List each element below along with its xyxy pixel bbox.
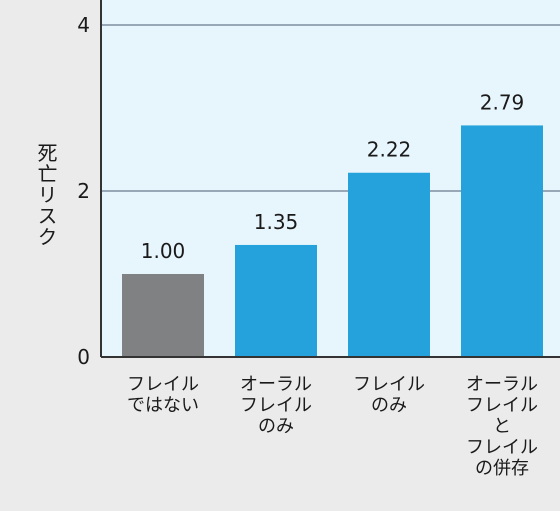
x-category-label: フレイルのみ — [353, 374, 425, 416]
x-category-label-line: のみ — [371, 395, 407, 416]
bar — [461, 125, 543, 358]
y-tick-label: 0 — [77, 345, 90, 369]
x-category-label-line: フレイル — [127, 374, 199, 395]
bar-value-label: 1.35 — [254, 210, 299, 234]
x-category-label-line: オーラル — [466, 374, 538, 395]
bar-value-label: 2.22 — [367, 138, 412, 162]
x-category-label-line: フレイル — [240, 395, 312, 416]
x-category-label: フレイルではない — [127, 374, 199, 416]
value-labels: 1.00 1.35 2.22 2.79 — [141, 90, 525, 263]
x-category-label-line: の併存 — [475, 458, 529, 479]
bar-value-label: 2.79 — [480, 90, 525, 114]
y-tick-label: 2 — [77, 179, 90, 203]
x-category-label-line: と — [493, 416, 511, 437]
bar — [348, 172, 430, 357]
bar — [235, 244, 317, 357]
y-axis-title-text: 死亡リスク — [34, 143, 58, 248]
x-category-label-line: フレイル — [466, 437, 538, 458]
x-category-label-line: フレイル — [466, 395, 538, 416]
y-axis-title: 死亡リスク — [34, 143, 58, 248]
bars — [122, 125, 543, 358]
x-category-label: オーラルフレイルのみ — [240, 374, 312, 437]
x-category-label: オーラルフレイルとフレイルの併存 — [466, 374, 538, 479]
x-category-label-line: ではない — [127, 395, 199, 416]
x-category-label-line: フレイル — [353, 374, 425, 395]
bar — [122, 274, 204, 357]
bar-value-label: 1.00 — [141, 239, 186, 263]
y-tick-label: 4 — [77, 13, 90, 37]
y-ticks: 0 2 4 — [77, 13, 90, 369]
x-category-label-line: オーラル — [240, 374, 312, 395]
x-category-label-line: のみ — [258, 416, 294, 437]
